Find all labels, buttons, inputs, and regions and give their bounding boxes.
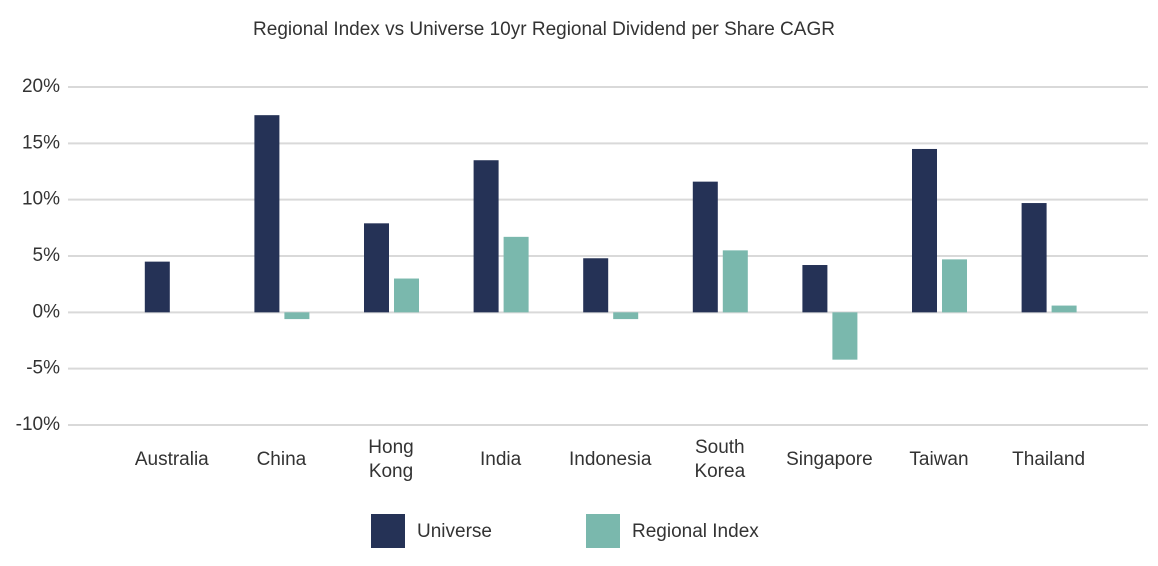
x-tick-label: Hong Kong	[368, 437, 413, 482]
y-tick-label: 20%	[22, 76, 60, 97]
x-tick-label: China	[257, 449, 307, 470]
bar	[284, 312, 310, 320]
bar	[692, 181, 718, 313]
x-tick-label: India	[480, 449, 522, 470]
y-tick-label: 0%	[33, 301, 61, 322]
bar	[503, 236, 529, 313]
x-tick-label: Taiwan	[909, 449, 968, 470]
y-tick-label: 10%	[22, 189, 60, 210]
bar	[832, 312, 858, 360]
bar	[722, 250, 748, 313]
legend-label: Regional Index	[632, 521, 759, 542]
bar	[144, 261, 170, 313]
legend-label: Universe	[417, 521, 492, 542]
y-tick-label: -10%	[16, 414, 60, 435]
bar	[364, 223, 389, 313]
bar	[473, 160, 499, 313]
chart-title: Regional Index vs Universe 10yr Regional…	[253, 19, 835, 40]
bar	[254, 115, 280, 313]
x-tick-label: Thailand	[1012, 449, 1085, 470]
bar	[802, 265, 828, 313]
y-tick-label: 5%	[33, 245, 61, 266]
legend-swatch	[371, 514, 405, 548]
bar	[613, 312, 639, 320]
bar	[583, 258, 609, 313]
x-tick-label: Singapore	[786, 449, 873, 470]
legend-swatch	[586, 514, 620, 548]
x-tick-label: Indonesia	[569, 449, 652, 470]
y-tick-label: -5%	[26, 358, 60, 379]
x-tick-label: South Korea	[694, 437, 745, 482]
bar	[394, 278, 419, 313]
bar	[942, 259, 967, 313]
bar	[1051, 305, 1077, 313]
bar	[912, 148, 937, 313]
x-tick-label: Australia	[135, 449, 209, 470]
y-tick-label: 15%	[22, 132, 60, 153]
bar	[1021, 203, 1047, 313]
